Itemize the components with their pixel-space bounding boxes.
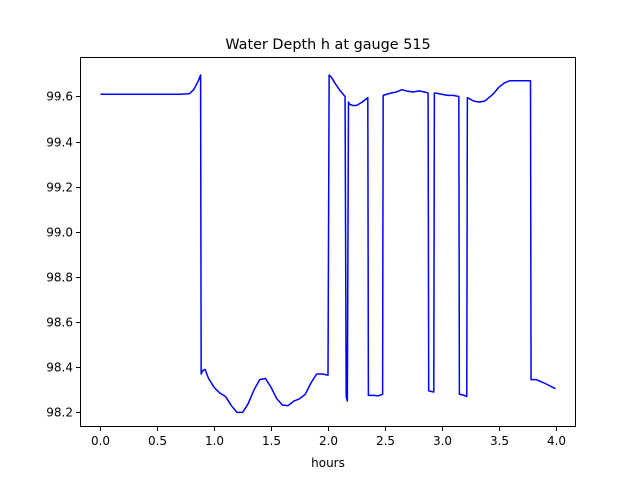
axes-frame [80,57,576,427]
y-tick-label: 99.2 [46,181,73,195]
plot-area [80,57,576,427]
y-axis-ticks: 98.2 98.4 98.6 98.8 99.0 99.2 99.4 99.6 [46,90,80,420]
x-tick-label: 3.5 [490,434,509,448]
x-tick-label: 4.0 [547,434,566,448]
y-tick-label: 99.0 [46,226,73,240]
y-tick-label: 99.6 [46,90,73,104]
chart-title: Water Depth h at gauge 515 [225,37,430,53]
x-tick-label: 3.0 [433,434,452,448]
y-tick-label: 98.8 [46,271,73,285]
y-tick-label: 98.4 [46,361,73,375]
y-tick-label: 98.6 [46,316,73,330]
series-line-1 [100,74,556,414]
x-tick-label: 1.0 [205,434,224,448]
y-tick-label: 99.4 [46,136,73,150]
x-axis-label: hours [311,456,345,470]
x-tick-label: 2.0 [319,434,338,448]
x-tick-label: 0.0 [91,434,110,448]
x-tick-label: 2.5 [376,434,395,448]
y-tick-label: 98.2 [46,406,73,420]
x-tick-label: 1.5 [262,434,281,448]
series-layer [100,74,556,414]
x-axis-ticks: 0.0 0.5 1.0 1.5 2.0 2.5 3.0 3.5 4.0 [91,427,566,448]
x-tick-label: 0.5 [148,434,167,448]
